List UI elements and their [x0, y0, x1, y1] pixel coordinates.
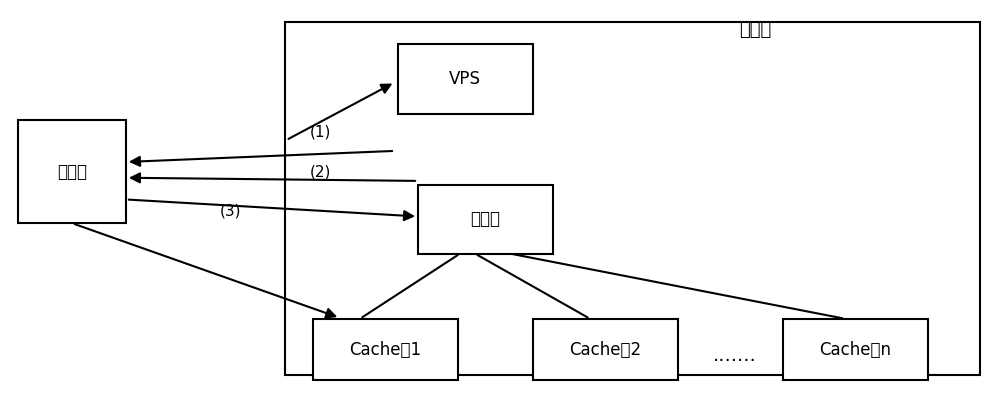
- Text: Cache机1: Cache机1: [349, 340, 421, 359]
- Text: Cache机2: Cache机2: [569, 340, 641, 359]
- Bar: [285, 22, 980, 375]
- Text: (3): (3): [220, 203, 242, 218]
- Text: .......: .......: [713, 346, 757, 365]
- Text: (1): (1): [310, 124, 331, 139]
- Bar: [782, 319, 928, 380]
- Text: 客户端: 客户端: [57, 163, 87, 181]
- Bar: [18, 120, 126, 223]
- Text: VPS: VPS: [449, 70, 481, 88]
- Text: Cache机n: Cache机n: [819, 340, 891, 359]
- Bar: [418, 185, 552, 254]
- Text: (2): (2): [310, 165, 331, 180]
- Bar: [312, 319, 458, 380]
- Text: 网络侧: 网络侧: [739, 21, 771, 40]
- Bar: [398, 44, 532, 114]
- Text: 调度器: 调度器: [470, 210, 500, 228]
- Bar: [532, 319, 678, 380]
